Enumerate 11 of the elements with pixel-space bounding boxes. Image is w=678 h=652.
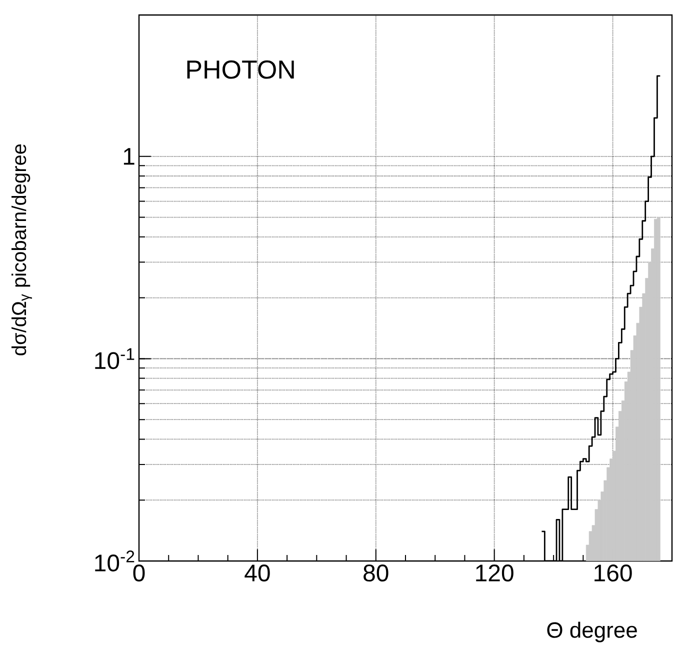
x-tick-label: 160 xyxy=(594,564,632,582)
y-axis-title: dσ/dΩ$_{γ}$ picobarn/degree xyxy=(11,144,32,356)
x-tick-label: 80 xyxy=(364,564,388,582)
x-tick-label: 0 xyxy=(133,564,145,582)
x-axis-title: Θ degree xyxy=(547,622,637,642)
y-tick-label: 10$^{-2}$ xyxy=(95,550,134,572)
y-tick-label: 1 xyxy=(124,148,134,165)
y-tick-label: 10$^{-1}$ xyxy=(95,348,134,370)
annotation: PHOTON xyxy=(187,60,294,79)
x-tick-label: 120 xyxy=(476,564,514,582)
x-tick-label: 40 xyxy=(244,564,270,582)
